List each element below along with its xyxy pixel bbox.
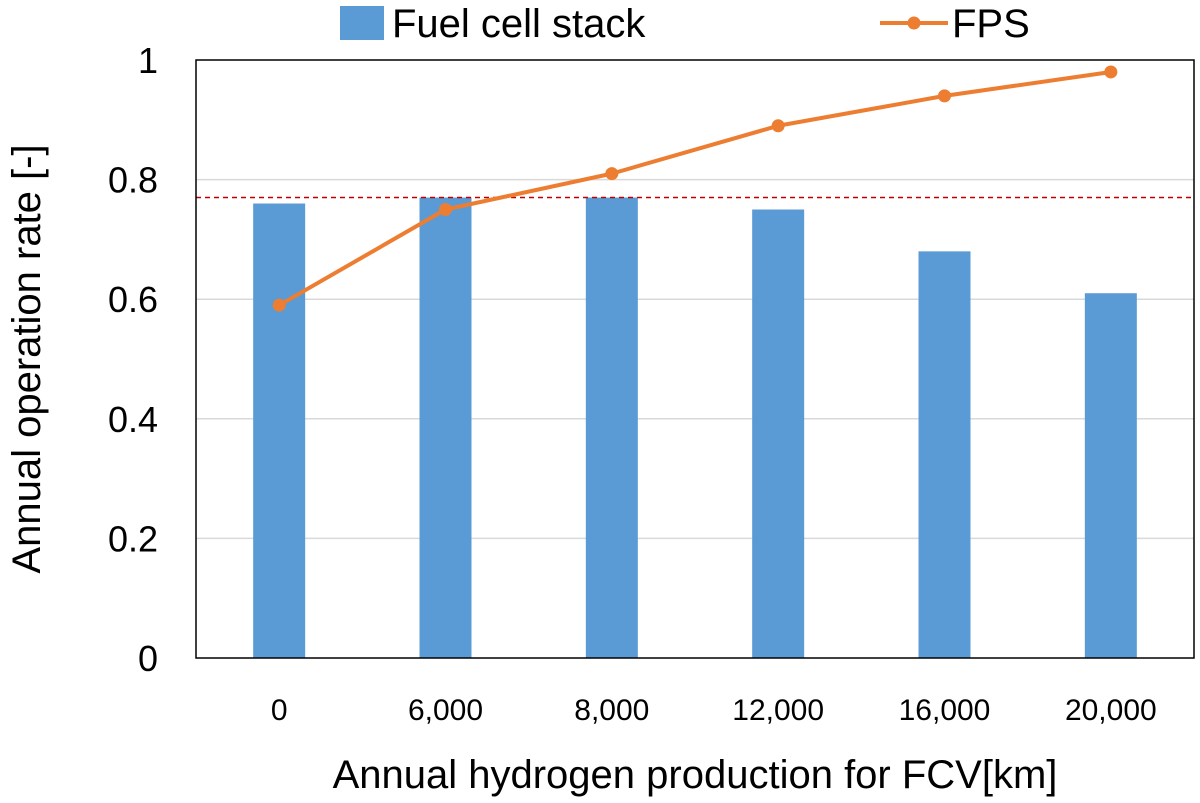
legend-label-fuel-cell-stack: Fuel cell stack: [392, 2, 646, 46]
y-tick-label: 0.8: [108, 160, 158, 201]
bar-series: [253, 197, 1137, 659]
fps-point: [771, 119, 785, 133]
y-axis-title: Annual operation rate [-]: [5, 144, 49, 573]
legend: Fuel cell stack FPS: [340, 2, 1030, 46]
x-axis-title: Annual hydrogen production for FCV[km]: [333, 753, 1058, 797]
fps-line: [278, 69, 1112, 307]
y-tick-label: 0.4: [108, 399, 158, 440]
legend-swatch-fps-marker: [907, 16, 921, 30]
fps-point: [605, 167, 619, 181]
bar: [253, 203, 306, 658]
fps-point: [938, 89, 951, 103]
x-tick-label: 20,000: [1065, 694, 1157, 727]
legend-swatch-fuel-cell-stack: [340, 6, 384, 40]
fps-point: [1104, 65, 1118, 79]
bar: [752, 209, 805, 658]
x-axis-ticks: 0 6,000 8,000 12,000 16,000 20,000: [271, 694, 1157, 727]
bar: [585, 197, 638, 659]
x-tick-label: 12,000: [732, 694, 824, 727]
x-tick-label: 8,000: [574, 694, 649, 727]
y-tick-label: 0.2: [108, 518, 158, 559]
line-series: [272, 65, 1118, 312]
x-tick-label: 6,000: [408, 694, 483, 727]
x-tick-label: 0: [271, 694, 288, 727]
plot-frame: [195, 59, 1195, 659]
y-tick-label: 0.6: [108, 279, 158, 320]
bar: [419, 197, 472, 659]
grid-lines: [196, 178, 1194, 540]
fps-point: [439, 203, 452, 216]
y-tick-label: 0: [138, 638, 158, 679]
bar: [918, 251, 971, 659]
y-tick-label: 1: [138, 40, 158, 81]
y-axis-ticks: 0 0.2 0.4 0.6 0.8 1: [108, 40, 158, 679]
legend-label-fps: FPS: [952, 2, 1030, 46]
fps-point: [272, 298, 286, 312]
bar: [1084, 293, 1137, 658]
x-tick-label: 16,000: [899, 694, 991, 727]
